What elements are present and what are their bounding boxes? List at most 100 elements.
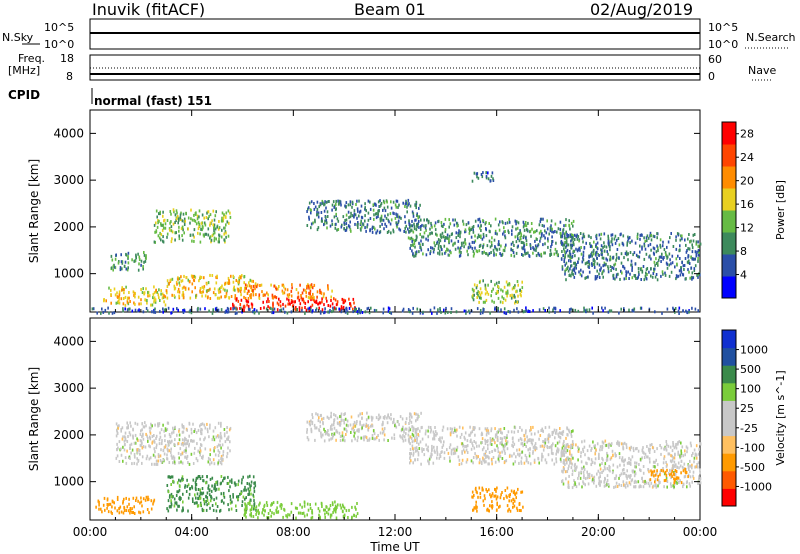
data-cell-1-5 xyxy=(417,453,420,457)
data-cell-1-7 xyxy=(571,486,574,490)
data-cell-0-6 xyxy=(348,225,351,229)
data-cell-0-10 xyxy=(578,246,581,250)
data-cell-0-7 xyxy=(522,253,524,257)
data-cell-0-0 xyxy=(133,294,135,297)
data-cell-0-6 xyxy=(410,224,413,228)
data-cell-1-6 xyxy=(489,504,491,508)
data-cell-1-3 xyxy=(195,431,198,435)
data-cell-1-1 xyxy=(220,499,223,503)
data-cell-0-3 xyxy=(207,289,209,292)
data-cell-0-2 xyxy=(193,228,196,232)
data-cell-1-5 xyxy=(529,447,531,451)
data-cell-1-7 xyxy=(696,463,698,466)
data-cell-1-3 xyxy=(220,434,222,438)
data-cell-0-6 xyxy=(377,215,379,218)
data-cell-1-7 xyxy=(682,485,684,489)
data-cell-1-3 xyxy=(226,426,228,429)
data-cell-0-7 xyxy=(544,229,546,233)
data-cell-0-7 xyxy=(538,253,541,257)
data-cell-0-10 xyxy=(637,267,640,270)
data-cell-0-7 xyxy=(531,227,533,231)
data-cell-1-5 xyxy=(423,453,426,457)
data-cell-1-4 xyxy=(411,415,413,419)
data-cell-1-8 xyxy=(675,476,678,480)
data-cell-0-5 xyxy=(255,285,258,289)
data-cell-1-4 xyxy=(363,423,365,427)
data-cell-0-1 xyxy=(123,264,126,268)
data-cell-1-1 xyxy=(244,497,246,501)
data-cell-0-5 xyxy=(316,290,319,294)
data-cell-0-4 xyxy=(298,298,301,302)
data-cell-0-10 xyxy=(611,237,613,241)
data-cell-1-7 xyxy=(630,474,632,478)
data-cell-0-3 xyxy=(243,281,245,285)
data-cell-1-5 xyxy=(498,429,501,433)
data-cell-1-7 xyxy=(685,445,688,449)
data-cell-1-7 xyxy=(634,465,636,469)
data-cell-1-1 xyxy=(197,497,199,501)
data-cell-1-7 xyxy=(604,467,606,471)
data-cell-1-0 xyxy=(133,512,136,515)
data-cell-0-0 xyxy=(146,299,148,302)
data-cell-1-7 xyxy=(619,463,621,467)
data-cell-0-0 xyxy=(120,297,123,301)
data-cell-0-6 xyxy=(380,203,382,207)
data-cell-0-7 xyxy=(484,222,487,226)
data-cell-0-10 xyxy=(611,266,613,269)
data-cell-0-2 xyxy=(174,213,177,217)
data-cell-1-4 xyxy=(412,434,415,438)
data-cell-1-1 xyxy=(230,507,233,511)
data-cell-1-7 xyxy=(644,479,646,483)
data-cell-0-6 xyxy=(389,212,392,216)
data-cell-0-5 xyxy=(246,292,249,295)
data-cell-0-4 xyxy=(304,306,306,309)
data-cell-0-5 xyxy=(284,287,287,291)
data-cell-1-5 xyxy=(489,442,492,446)
data-cell-1-3 xyxy=(207,460,210,464)
data-cell-0-7 xyxy=(561,250,563,253)
data-cell-1-7 xyxy=(604,476,606,480)
data-cell-1-5 xyxy=(461,450,463,454)
data-cell-0-1 xyxy=(142,265,144,268)
data-cell-0-7 xyxy=(562,254,564,257)
data-cell-1-2 xyxy=(255,510,258,514)
data-cell-0-10 xyxy=(635,253,638,257)
data-cell-1-7 xyxy=(672,464,674,467)
data-cell-1-1 xyxy=(178,478,180,482)
data-cell-0-1 xyxy=(119,268,122,272)
data-cell-1-3 xyxy=(213,449,215,453)
data-cell-1-2 xyxy=(270,503,272,507)
data-cell-1-7 xyxy=(639,457,642,461)
data-cell-0-10 xyxy=(666,256,668,260)
data-cell-1-3 xyxy=(183,426,185,430)
data-cell-1-5 xyxy=(416,441,418,444)
data-cell-1-7 xyxy=(691,454,693,458)
data-cell-0-10 xyxy=(563,260,565,263)
data-cell-1-5 xyxy=(525,429,527,433)
data-cell-0-2 xyxy=(155,221,157,225)
data-cell-1-3 xyxy=(171,439,173,443)
data-cell-0-7 xyxy=(527,251,529,255)
data-cell-0-0 xyxy=(121,286,123,290)
data-cell-1-5 xyxy=(552,452,554,456)
data-cell-0-7 xyxy=(464,242,467,246)
data-cell-1-2 xyxy=(328,507,331,511)
data-cell-0-6 xyxy=(366,223,369,227)
data-cell-0-6 xyxy=(323,223,325,227)
data-cell-1-3 xyxy=(147,439,149,443)
data-cell-0-9 xyxy=(521,286,524,290)
data-cell-1-2 xyxy=(317,507,320,511)
data-cell-1-1 xyxy=(170,492,173,496)
data-cell-1-5 xyxy=(565,436,567,440)
data-cell-1-1 xyxy=(232,493,234,497)
data-cell-1-3 xyxy=(155,446,158,450)
data-cell-1-7 xyxy=(634,485,637,489)
data-cell-1-3 xyxy=(148,444,150,448)
data-cell-0-11 xyxy=(220,308,223,312)
data-cell-1-1 xyxy=(223,477,225,481)
data-cell-0-6 xyxy=(384,214,386,218)
data-cell-1-1 xyxy=(227,475,229,479)
data-cell-0-11 xyxy=(217,308,220,312)
data-cell-1-7 xyxy=(635,447,637,451)
data-cell-0-6 xyxy=(386,231,389,234)
